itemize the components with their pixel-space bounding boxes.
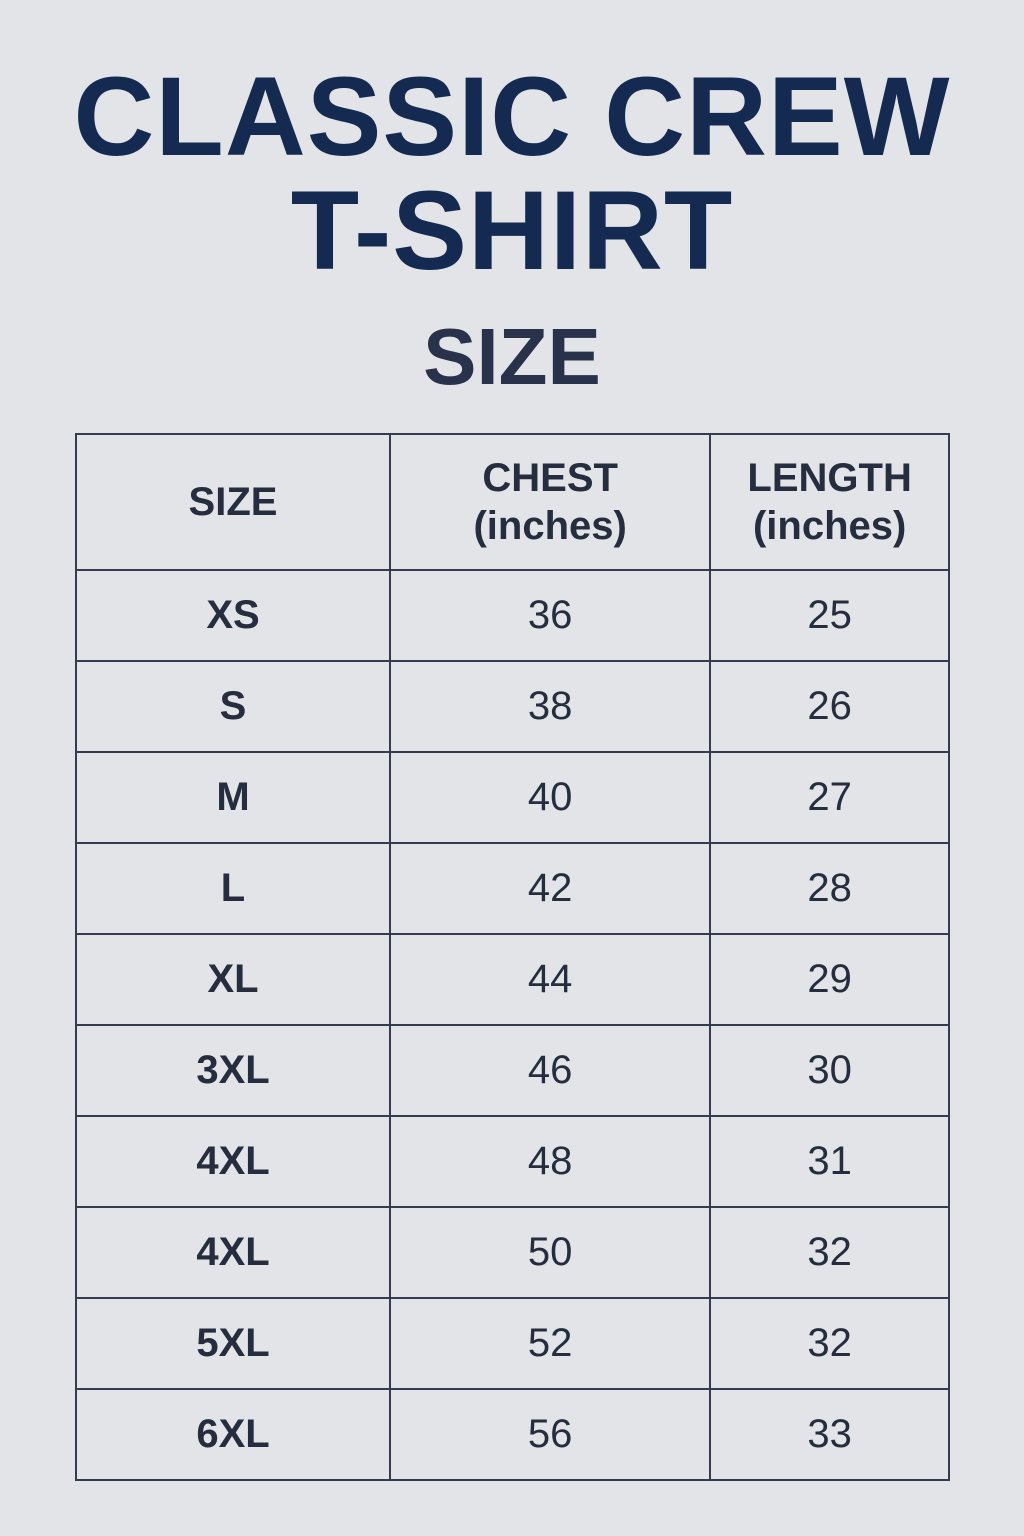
length-cell: 33	[709, 1388, 950, 1481]
chest-cell: 42	[389, 842, 712, 935]
chest-cell: 56	[389, 1388, 712, 1481]
table-row: 6XL 56 33	[74, 1388, 950, 1481]
chest-cell: 48	[389, 1115, 712, 1208]
length-cell: 31	[709, 1115, 950, 1208]
size-chart-table: SIZE CHEST (inches) LENGTH (inches) XS 36 25…	[74, 433, 950, 1481]
length-cell: 28	[709, 842, 950, 935]
chest-cell: 52	[389, 1297, 712, 1390]
size-cell: 3XL	[74, 1024, 392, 1117]
table-row: M 40 27	[74, 751, 950, 844]
table-row: 3XL 46 30	[74, 1024, 950, 1117]
size-cell: M	[74, 751, 392, 844]
length-cell: 25	[709, 569, 950, 662]
size-cell: 4XL	[74, 1115, 392, 1208]
title-line-2: T-SHIRT	[290, 168, 734, 293]
subtitle: SIZE	[423, 312, 601, 401]
chest-cell: 44	[389, 933, 712, 1026]
size-cell: XL	[74, 933, 392, 1026]
table-row: L 42 28	[74, 842, 950, 935]
length-cell: 29	[709, 933, 950, 1026]
header-row: SIZE CHEST (inches) LENGTH (inches)	[74, 433, 950, 571]
length-cell: 30	[709, 1024, 950, 1117]
table-row: 5XL 52 32	[74, 1297, 950, 1390]
table-row: 4XL 48 31	[74, 1115, 950, 1208]
length-cell: 32	[709, 1206, 950, 1299]
size-cell: 5XL	[74, 1297, 392, 1390]
header-chest-unit: (inches)	[473, 504, 627, 548]
chest-cell: 36	[389, 569, 712, 662]
size-cell: 6XL	[74, 1388, 392, 1481]
header-length-label: LENGTH	[747, 456, 912, 500]
table-row: 4XL 50 32	[74, 1206, 950, 1299]
header-chest-label: CHEST	[482, 456, 618, 500]
chest-cell: 40	[389, 751, 712, 844]
chest-cell: 38	[389, 660, 712, 753]
size-cell: 4XL	[74, 1206, 392, 1299]
table-row: XS 36 25	[74, 569, 950, 662]
title-line-1: CLASSIC CREW	[73, 54, 951, 179]
chest-cell: 50	[389, 1206, 712, 1299]
size-cell: XS	[74, 569, 392, 662]
table-row: XL 44 29	[74, 933, 950, 1026]
size-cell: L	[74, 842, 392, 935]
length-cell: 26	[709, 660, 950, 753]
header-size: SIZE	[74, 433, 392, 571]
length-cell: 27	[709, 751, 950, 844]
length-cell: 32	[709, 1297, 950, 1390]
header-size-label: SIZE	[188, 480, 278, 524]
table-row: S 38 26	[74, 660, 950, 753]
size-cell: S	[74, 660, 392, 753]
header-length: LENGTH (inches)	[709, 433, 950, 571]
header-chest: CHEST (inches)	[389, 433, 712, 571]
chest-cell: 46	[389, 1024, 712, 1117]
header-length-unit: (inches)	[752, 504, 907, 548]
